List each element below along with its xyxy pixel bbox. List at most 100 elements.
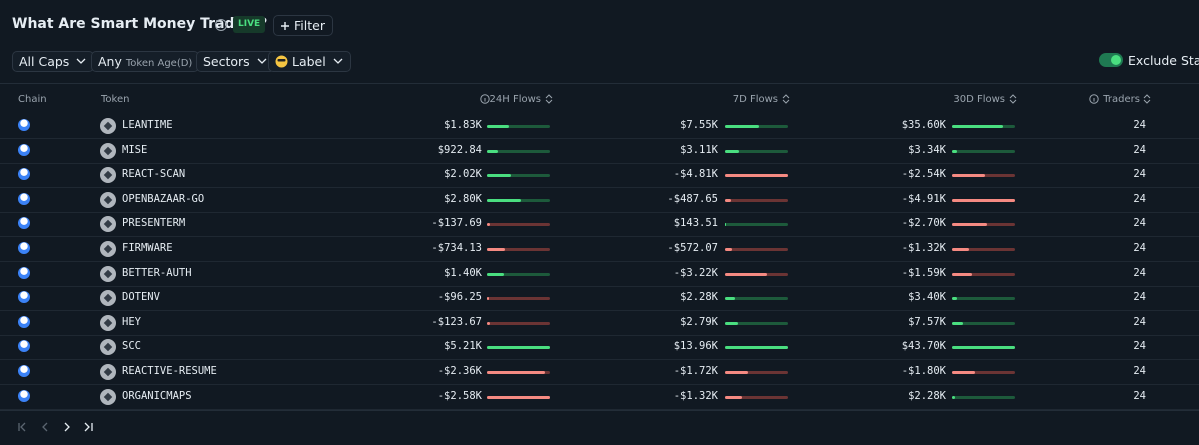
flow-value: -$2.58K bbox=[437, 389, 482, 402]
flow-track bbox=[952, 297, 1015, 301]
caps-dropdown[interactable]: All Caps bbox=[12, 51, 95, 72]
chain-icon bbox=[18, 266, 30, 279]
flow-value: $2.28K bbox=[680, 291, 718, 304]
traders: 24 bbox=[1133, 119, 1146, 131]
chain-icon bbox=[18, 143, 30, 156]
info-icon[interactable] bbox=[1089, 93, 1099, 105]
flow-track bbox=[487, 174, 550, 178]
flow-bar bbox=[952, 272, 973, 276]
flow-value: $43.70K bbox=[901, 340, 946, 353]
sectors-dropdown[interactable]: Sectors bbox=[196, 51, 275, 72]
token-name: MISE bbox=[122, 143, 148, 156]
flow-bar bbox=[487, 346, 550, 350]
flow-bar bbox=[952, 297, 957, 301]
sectors-text: Sectors bbox=[203, 54, 250, 69]
flow-track bbox=[725, 321, 788, 325]
first-page[interactable] bbox=[18, 422, 26, 432]
flow-value: -$1.32K bbox=[901, 242, 946, 254]
sort-icon[interactable] bbox=[1142, 93, 1152, 105]
flow-track bbox=[725, 149, 788, 153]
divider bbox=[0, 410, 1199, 411]
flow-bar bbox=[725, 297, 736, 301]
flow-value: -$1.72K bbox=[673, 365, 718, 377]
traders: 24 bbox=[1133, 315, 1146, 328]
row-separator bbox=[0, 285, 1199, 287]
chain-icon bbox=[18, 242, 30, 254]
last-page[interactable] bbox=[84, 422, 93, 432]
next-page[interactable] bbox=[64, 422, 70, 432]
flow-value: $143.51 bbox=[673, 217, 718, 230]
chain-icon bbox=[18, 389, 30, 402]
column-header: 7D Flows bbox=[732, 94, 778, 105]
traders: 24 bbox=[1133, 168, 1146, 181]
flow-bar bbox=[487, 174, 512, 178]
flow-value: $5.21K bbox=[444, 340, 482, 353]
info-icon[interactable] bbox=[214, 18, 228, 32]
token-icon bbox=[100, 314, 116, 331]
row-separator bbox=[0, 334, 1199, 336]
token-icon bbox=[100, 142, 116, 159]
age-label: Token Age(D) bbox=[125, 58, 193, 69]
flow-bar bbox=[487, 297, 490, 301]
flow-value: $1.40K bbox=[444, 266, 482, 279]
flow-bar bbox=[487, 223, 491, 227]
chain-icon bbox=[18, 119, 30, 131]
flow-track bbox=[952, 272, 1015, 276]
flow-value: -$3.22K bbox=[673, 266, 718, 279]
chain-icon bbox=[18, 217, 30, 230]
label-text: Label bbox=[292, 54, 326, 69]
age-filter[interactable]: Any Token Age(D) bbox=[91, 51, 200, 72]
traders: 24 bbox=[1133, 242, 1146, 254]
column-header: Token bbox=[101, 94, 130, 105]
flow-bar bbox=[725, 248, 733, 251]
toggle-label: Exclude Stabl bbox=[1128, 53, 1199, 68]
title: What Are Smart Money Trading? bbox=[12, 16, 268, 32]
flow-bar bbox=[487, 395, 550, 399]
flow-value: $35.60K bbox=[901, 119, 946, 131]
divider bbox=[0, 83, 1199, 84]
flow-value: -$2.54K bbox=[901, 168, 946, 181]
sort-icon[interactable] bbox=[781, 93, 791, 105]
flow-track bbox=[487, 297, 550, 301]
flow-value: -$572.07 bbox=[667, 242, 718, 254]
age-prefix: Any bbox=[98, 54, 122, 69]
token-icon bbox=[100, 241, 116, 257]
sort-icon[interactable] bbox=[1008, 93, 1018, 105]
token-name: BETTER-AUTH bbox=[122, 266, 192, 279]
flow-value: $2.79K bbox=[680, 315, 718, 328]
flow-bar bbox=[725, 125, 760, 128]
label-dropdown[interactable]: Label bbox=[268, 51, 351, 72]
flow-value: $7.57K bbox=[908, 315, 946, 328]
flow-value: $922.84 bbox=[437, 143, 482, 156]
flow-track bbox=[725, 248, 788, 251]
flow-value: $2.02K bbox=[444, 168, 482, 181]
flow-track bbox=[487, 321, 550, 325]
flow-bar bbox=[487, 125, 510, 128]
flow-bar bbox=[952, 174, 985, 178]
flow-bar bbox=[725, 198, 732, 202]
info-icon[interactable] bbox=[480, 93, 490, 105]
flow-track bbox=[725, 371, 788, 374]
filter-button[interactable]: Filter bbox=[273, 15, 333, 36]
flow-bar bbox=[725, 321, 738, 325]
column-header: Chain bbox=[18, 94, 47, 105]
token-icon bbox=[100, 216, 116, 233]
toggle[interactable] bbox=[1099, 53, 1123, 67]
flow-bar bbox=[952, 248, 969, 251]
flow-bar bbox=[487, 248, 505, 251]
sort-icon[interactable] bbox=[544, 93, 554, 105]
flow-value: -$734.13 bbox=[431, 242, 482, 254]
flow-value: -$123.67 bbox=[431, 315, 482, 328]
flow-value: $13.96K bbox=[673, 340, 718, 353]
flow-value: -$1.32K bbox=[673, 389, 718, 402]
row-separator bbox=[0, 211, 1199, 213]
traders: 24 bbox=[1133, 389, 1146, 402]
flow-value: $3.40K bbox=[908, 291, 946, 304]
flow-track bbox=[487, 272, 550, 276]
row-separator bbox=[0, 187, 1199, 189]
prev-page[interactable] bbox=[42, 422, 48, 432]
flow-bar bbox=[952, 149, 957, 153]
flow-track bbox=[952, 321, 1015, 325]
row-separator bbox=[0, 162, 1199, 164]
